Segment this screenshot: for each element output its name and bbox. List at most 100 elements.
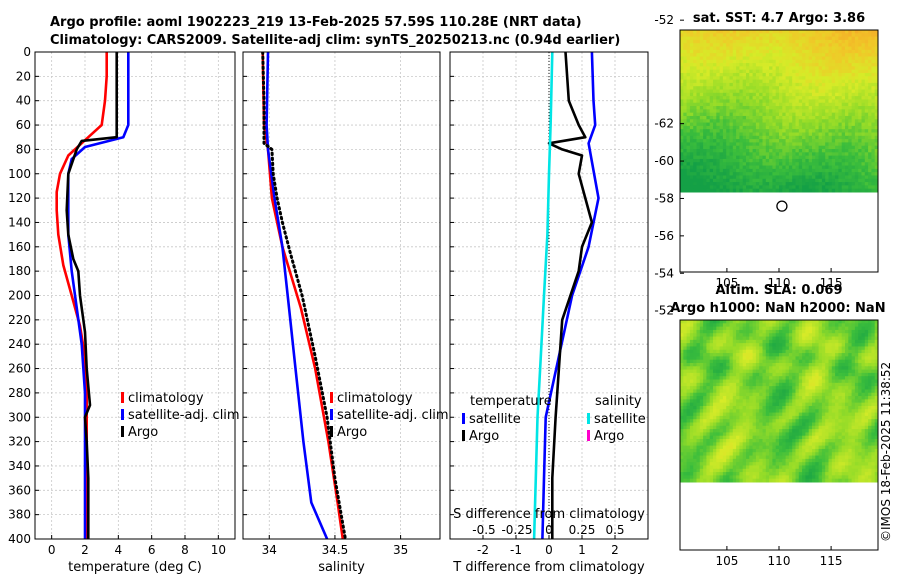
sst-map-cell xyxy=(785,119,790,124)
sst-map-cell xyxy=(739,182,744,186)
sla-map-cell xyxy=(746,369,750,374)
sla-map-cell xyxy=(808,422,813,427)
sla-map-cell xyxy=(703,425,707,430)
sst-map-cell xyxy=(818,142,823,147)
sst-map-cell xyxy=(854,175,859,180)
sst-map-cell xyxy=(689,155,694,160)
sst-map-cell xyxy=(736,119,740,124)
sst-map-cell xyxy=(854,135,859,140)
sla-map-cell xyxy=(802,329,806,334)
sla-map-cell xyxy=(755,366,760,371)
sla-map-cell xyxy=(821,386,826,390)
sst-map-cell xyxy=(808,122,813,127)
sst-map-cell xyxy=(709,86,714,91)
sla-map-cell xyxy=(716,389,721,394)
sla-map-cell xyxy=(739,415,744,420)
sla-map-cell xyxy=(729,346,734,351)
sst-map-cell xyxy=(818,132,823,137)
sst-map-cell xyxy=(785,109,790,114)
sst-map-cell xyxy=(831,86,836,91)
sla-map-cell xyxy=(868,359,872,364)
sst-map-cell xyxy=(851,39,856,44)
sst-map-cell xyxy=(762,139,767,143)
sst-map-cell xyxy=(726,149,730,153)
sla-map-cell xyxy=(854,415,859,420)
sst-map-cell xyxy=(739,92,744,97)
sla-map-cell xyxy=(746,372,750,377)
sst-map-cell xyxy=(699,49,704,54)
sst-map-cell xyxy=(775,185,780,190)
sla-map-cell xyxy=(808,372,813,377)
sst-map-cell xyxy=(795,158,800,163)
sla-map-cell xyxy=(812,362,816,367)
sla-map-cell xyxy=(699,379,704,384)
sla-map-cell xyxy=(871,366,876,371)
sst-map-cell xyxy=(696,63,701,67)
sst-map-cell xyxy=(722,86,727,91)
sst-map-cell xyxy=(821,30,826,34)
sst-map-cell xyxy=(719,76,724,81)
sst-map-cell xyxy=(821,149,826,153)
sst-map-cell xyxy=(815,86,820,91)
sla-map-cell xyxy=(749,356,754,361)
sst-map-cell xyxy=(749,36,754,41)
sst-map-cell xyxy=(713,46,717,51)
sst-map-cell xyxy=(680,69,684,74)
sla-map-cell xyxy=(726,405,730,410)
sla-map-cell xyxy=(755,396,760,400)
sst-map-cell xyxy=(861,172,866,176)
sla-map-cell xyxy=(736,399,740,404)
sla-map-cell xyxy=(782,320,787,324)
sst-map-cell xyxy=(719,112,724,117)
sla-map-cell xyxy=(729,343,734,347)
sla-map-cell xyxy=(828,362,833,367)
sst-map-cell xyxy=(835,158,839,163)
sla-map-cell xyxy=(788,379,793,384)
sst-map-cell xyxy=(785,72,790,77)
sla-map-cell xyxy=(805,336,810,341)
sst-map-cell xyxy=(726,36,730,41)
sst-map-cell xyxy=(775,112,780,117)
sla-map-cell xyxy=(858,359,862,364)
sla-map-cell xyxy=(736,326,740,331)
sst-map-cell xyxy=(686,59,691,64)
sla-map-cell xyxy=(696,402,701,407)
sst-map-cell xyxy=(772,56,777,61)
sst-map-cell xyxy=(841,49,846,54)
sst-map-cell xyxy=(838,89,843,94)
sla-map-cell xyxy=(828,389,833,394)
sst-map-cell xyxy=(848,145,853,150)
sst-map-cell xyxy=(689,149,694,153)
sst-map-cell xyxy=(755,149,760,153)
sst-map-cell xyxy=(736,188,740,193)
sla-map-cell xyxy=(769,349,773,354)
sla-map-cell xyxy=(722,333,727,338)
sst-map-cell xyxy=(765,59,770,64)
sla-map-cell xyxy=(828,326,833,331)
sst-map-cell xyxy=(874,82,879,87)
sst-map-cell xyxy=(769,135,773,140)
sst-map-cell xyxy=(732,33,737,38)
sst-map-cell xyxy=(815,125,820,130)
sla-map-cell xyxy=(752,366,757,371)
sst-map-cell xyxy=(699,33,704,38)
sst-map-cell xyxy=(713,43,717,48)
sst-map-cell xyxy=(841,158,846,163)
sst-map-cell xyxy=(746,168,750,173)
sla-map-cell xyxy=(848,389,853,394)
sla-map-cell xyxy=(739,425,744,430)
sla-map-cell xyxy=(739,419,744,423)
sst-map-cell xyxy=(802,96,806,100)
sla-map-cell xyxy=(845,329,849,334)
sla-map-cell xyxy=(812,419,816,423)
sla-map-cell xyxy=(795,346,800,351)
sla-map-cell xyxy=(719,320,724,324)
sst-map-cell xyxy=(868,175,872,180)
sst-map-cell xyxy=(815,96,820,100)
sla-map-cell xyxy=(703,386,707,390)
sst-map-cell xyxy=(871,63,876,67)
sla-map-cell xyxy=(775,349,780,354)
sst-map-cell xyxy=(858,175,862,180)
sst-map-cell xyxy=(825,82,829,87)
sst-map-cell xyxy=(798,89,803,94)
